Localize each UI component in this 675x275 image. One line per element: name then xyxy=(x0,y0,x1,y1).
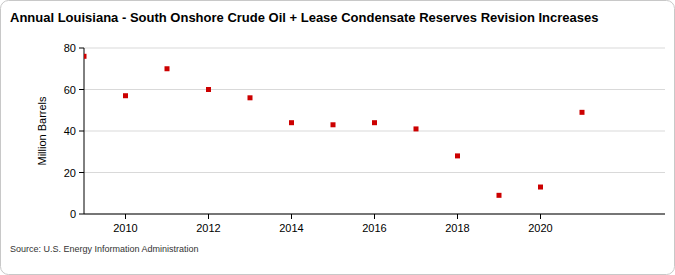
y-axis-label: Million Barrels xyxy=(36,96,48,166)
points xyxy=(84,54,585,198)
title: Annual Louisiana - South Onshore Crude O… xyxy=(10,10,598,25)
point xyxy=(580,110,585,115)
y-tick xyxy=(79,172,84,173)
y-tick-label: 40 xyxy=(64,125,76,137)
grid-line xyxy=(84,172,665,173)
frame xyxy=(1,1,675,275)
point xyxy=(165,66,170,71)
y-tick-label: 60 xyxy=(64,84,76,96)
point xyxy=(414,126,419,131)
y-tick-label: 0 xyxy=(70,208,76,220)
grid-line xyxy=(84,89,665,90)
x-tick xyxy=(457,214,458,219)
y-tick xyxy=(79,131,84,132)
x-tick xyxy=(540,214,541,219)
y-tick-label: 80 xyxy=(64,42,76,54)
point xyxy=(289,120,294,125)
x-tick-label: 2016 xyxy=(362,222,386,234)
x-axis xyxy=(84,214,665,215)
point xyxy=(84,54,87,59)
x-tick-label: 2012 xyxy=(196,222,220,234)
point xyxy=(331,122,336,127)
x-tick-label: 2020 xyxy=(528,222,552,234)
x-tick xyxy=(291,214,292,219)
source: Source: U.S. Energy Information Administ… xyxy=(10,244,199,254)
y-tick xyxy=(79,48,84,49)
point xyxy=(497,193,502,198)
x-tick-label: 2010 xyxy=(113,222,137,234)
x-tick-label: 2014 xyxy=(279,222,303,234)
y-tick-label: 20 xyxy=(64,167,76,179)
x-tick xyxy=(125,214,126,219)
point xyxy=(248,95,253,100)
y-tick xyxy=(79,214,84,215)
grid-line xyxy=(84,131,665,132)
grid-line xyxy=(84,48,665,49)
point xyxy=(455,153,460,158)
grid-line xyxy=(84,214,665,215)
y-axis xyxy=(84,48,85,214)
chart: Annual Louisiana - South Onshore Crude O… xyxy=(0,0,675,275)
point xyxy=(206,87,211,92)
point xyxy=(538,185,543,190)
x-tick xyxy=(208,214,209,219)
x-tick-label: 2018 xyxy=(445,222,469,234)
point xyxy=(123,93,128,98)
point xyxy=(372,120,377,125)
x-tick xyxy=(374,214,375,219)
y-tick xyxy=(79,89,84,90)
